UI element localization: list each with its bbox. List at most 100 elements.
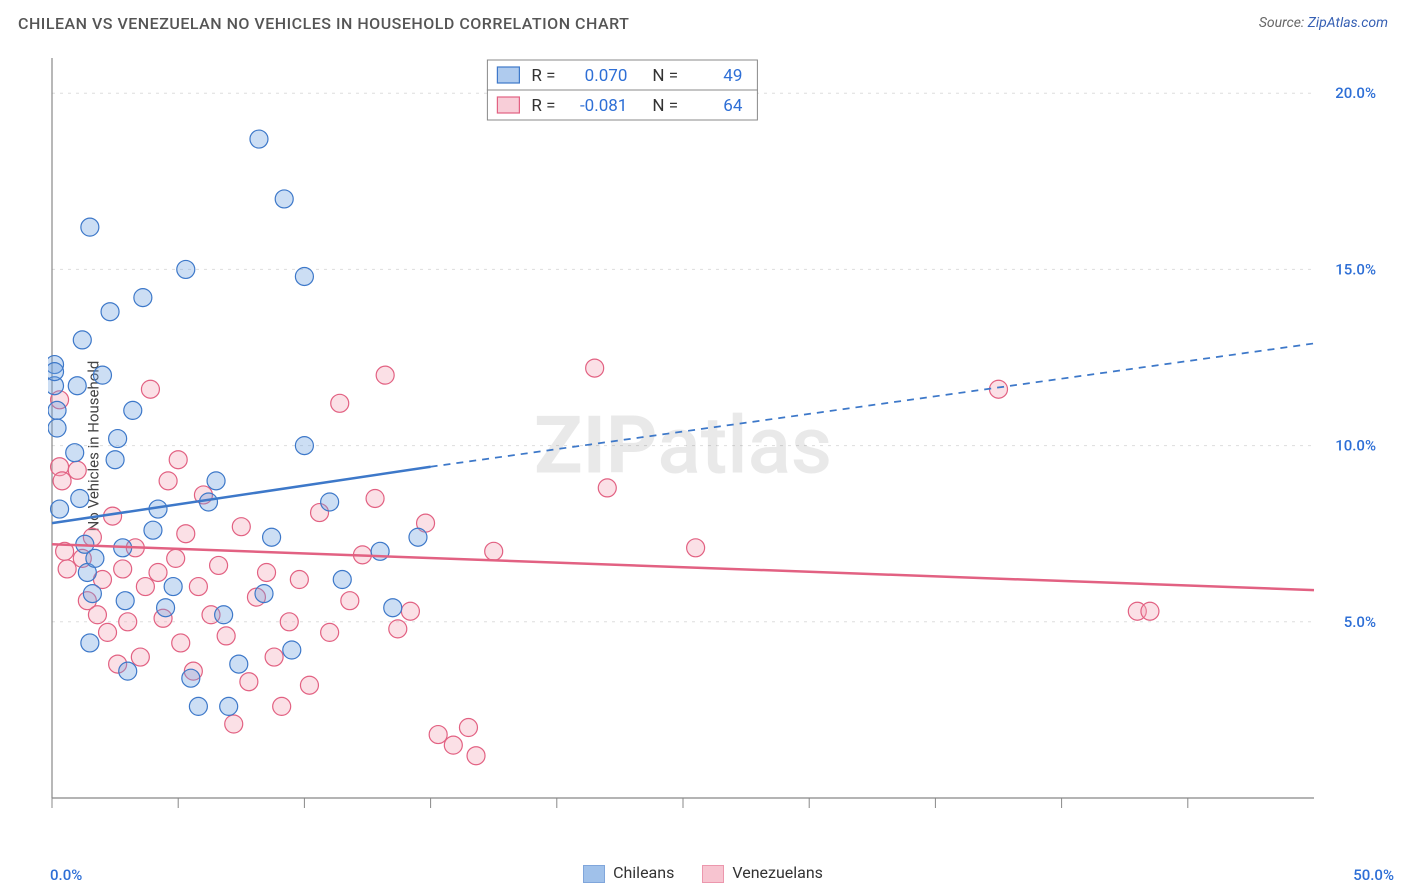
y-tick-label: 15.0% [1335,260,1376,278]
scatter-point-chileans [66,444,84,462]
legend-label: Venezuelans [732,863,823,882]
source-prefix: Source: [1259,15,1308,31]
scatter-point-chileans [68,377,86,395]
stats-n-value: 64 [723,96,743,116]
scatter-point-venezuelans [990,380,1008,398]
scatter-point-chileans [409,528,427,546]
scatter-point-chileans [283,641,301,659]
scatter-point-chileans [215,606,233,624]
scatter-point-chileans [86,549,104,567]
scatter-point-venezuelans [265,648,283,666]
scatter-point-venezuelans [258,563,276,581]
scatter-point-chileans [48,401,66,419]
scatter-point-chileans [83,585,101,603]
stats-swatch [497,97,519,113]
scatter-point-chileans [48,363,64,381]
scatter-point-venezuelans [88,606,106,624]
chart-plot-area: 5.0%10.0%15.0%20.0%ZIPatlasR =0.070N =49… [48,50,1388,828]
scatter-point-venezuelans [172,634,190,652]
scatter-point-chileans [263,528,281,546]
stats-n-label: N = [652,96,678,116]
scatter-point-venezuelans [376,366,394,384]
scatter-point-venezuelans [114,560,132,578]
scatter-point-venezuelans [321,623,339,641]
scatter-point-venezuelans [290,571,308,589]
scatter-point-venezuelans [169,451,187,469]
scatter-point-chileans [109,430,127,448]
scatter-point-venezuelans [58,560,76,578]
stats-n-label: N = [652,66,678,86]
stats-r-value: 0.070 [585,66,628,86]
scatter-point-venezuelans [141,380,159,398]
scatter-point-venezuelans [131,648,149,666]
scatter-point-venezuelans [485,542,503,560]
scatter-point-venezuelans [225,715,243,733]
scatter-point-venezuelans [300,676,318,694]
scatter-point-venezuelans [401,602,419,620]
scatter-point-venezuelans [167,549,185,567]
scatter-point-venezuelans [53,472,71,490]
scatter-point-venezuelans [240,673,258,691]
scatter-point-venezuelans [389,620,407,638]
scatter-point-chileans [81,634,99,652]
y-tick-label: 10.0% [1335,437,1376,455]
y-tick-label: 20.0% [1335,84,1376,102]
scatter-point-venezuelans [136,578,154,596]
scatter-point-chileans [255,585,273,603]
scatter-point-venezuelans [159,472,177,490]
scatter-point-chileans [220,697,238,715]
scatter-point-chileans [106,451,124,469]
scatter-point-venezuelans [189,578,207,596]
source-link[interactable]: ZipAtlas.com [1308,15,1388,31]
scatter-point-venezuelans [232,518,250,536]
series-legend: Chileans Venezuelans [0,858,1406,888]
scatter-point-chileans [230,655,248,673]
scatter-point-chileans [71,489,89,507]
y-tick-label: 5.0% [1344,613,1376,631]
stats-r-label: R = [531,66,555,86]
scatter-chart: 5.0%10.0%15.0%20.0%ZIPatlasR =0.070N =49… [48,50,1388,828]
scatter-point-chileans [134,289,152,307]
scatter-point-venezuelans [341,592,359,610]
scatter-point-chileans [384,599,402,617]
stats-r-value: -0.081 [580,96,627,116]
scatter-point-venezuelans [429,726,447,744]
scatter-point-chileans [189,697,207,715]
scatter-point-chileans [177,260,195,278]
scatter-point-chileans [295,437,313,455]
scatter-point-chileans [93,366,111,384]
scatter-point-chileans [101,303,119,321]
scatter-point-venezuelans [280,613,298,631]
scatter-point-venezuelans [68,461,86,479]
legend-item-chileans: Chileans [583,863,674,883]
scatter-point-venezuelans [149,563,167,581]
chart-title: CHILEAN VS VENEZUELAN NO VEHICLES IN HOU… [18,14,629,33]
scatter-point-chileans [182,669,200,687]
scatter-point-venezuelans [1141,602,1159,620]
scatter-point-venezuelans [177,525,195,543]
scatter-point-chileans [119,662,137,680]
scatter-point-chileans [207,472,225,490]
scatter-point-venezuelans [444,736,462,754]
stats-r-label: R = [531,96,555,116]
scatter-point-venezuelans [331,394,349,412]
scatter-point-chileans [295,267,313,285]
source-attribution: Source: ZipAtlas.com [1259,15,1388,31]
scatter-point-chileans [321,493,339,511]
trendline-venezuelans [52,544,1314,590]
legend-item-venezuelans: Venezuelans [702,863,823,883]
scatter-point-venezuelans [366,489,384,507]
legend-swatch [583,865,605,883]
scatter-point-chileans [124,401,142,419]
scatter-point-chileans [275,190,293,208]
scatter-point-venezuelans [119,613,137,631]
scatter-point-chileans [144,521,162,539]
scatter-point-venezuelans [217,627,235,645]
scatter-point-venezuelans [273,697,291,715]
legend-label: Chileans [613,863,674,882]
scatter-point-chileans [51,500,69,518]
scatter-point-chileans [333,571,351,589]
scatter-point-chileans [116,592,134,610]
scatter-point-chileans [73,331,91,349]
stats-n-value: 49 [723,66,742,86]
